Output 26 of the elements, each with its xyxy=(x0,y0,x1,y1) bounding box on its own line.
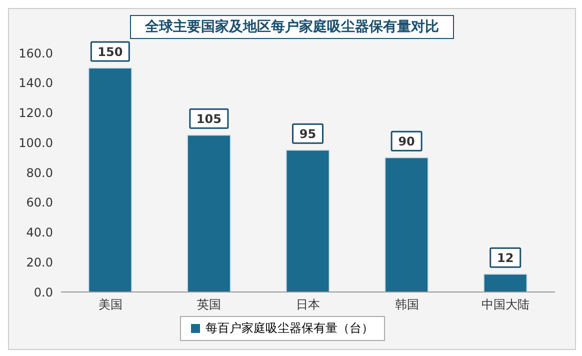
data-label: 90 xyxy=(398,134,415,149)
y-tick-label: 20.0 xyxy=(26,255,53,270)
bar xyxy=(186,134,231,292)
bar xyxy=(384,157,429,292)
x-tick-label: 韩国 xyxy=(394,298,419,312)
chart-title: 全球主要国家及地区每户家庭吸尘器保有量对比 xyxy=(130,15,454,39)
x-tick-label: 日本 xyxy=(296,298,320,312)
y-tick-label: 0.0 xyxy=(34,285,53,300)
bar xyxy=(88,67,132,292)
x-tick-label: 英国 xyxy=(197,298,222,312)
y-tick-label: 60.0 xyxy=(26,196,53,210)
bar xyxy=(286,150,330,292)
legend-label: 每百户家庭吸尘器保有量（台） xyxy=(204,320,374,337)
data-label: 95 xyxy=(299,127,316,142)
y-tick-label: 140.0 xyxy=(18,76,53,90)
y-tick-label: 120.0 xyxy=(18,106,53,120)
y-tick-label: 100.0 xyxy=(18,136,53,150)
x-tick-label: 中国大陆 xyxy=(482,298,530,312)
bar xyxy=(483,274,528,292)
x-tick-label: 美国 xyxy=(98,298,122,312)
y-tick-label: 40.0 xyxy=(26,226,53,240)
data-label: 150 xyxy=(98,44,123,59)
y-tick-label: 80.0 xyxy=(26,166,53,180)
data-label: 105 xyxy=(196,112,222,126)
y-tick-label: 160.0 xyxy=(18,46,53,60)
data-label: 12 xyxy=(497,251,514,266)
